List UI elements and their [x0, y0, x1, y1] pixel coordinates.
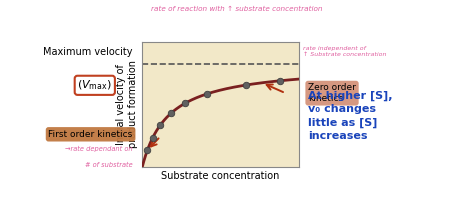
- Text: At higher [S],
v₀ changes
little as [S]
increases: At higher [S], v₀ changes little as [S] …: [308, 91, 392, 141]
- Point: [167, 112, 174, 115]
- Text: Zero order
kinetics: Zero order kinetics: [308, 83, 356, 103]
- Text: # of substrate: # of substrate: [85, 162, 133, 168]
- Text: First order kinetics: First order kinetics: [48, 130, 133, 139]
- Point: [276, 79, 284, 82]
- Text: rate of reaction with ↑ substrate concentration: rate of reaction with ↑ substrate concen…: [151, 6, 323, 12]
- Y-axis label: Initial velocity of
product formation: Initial velocity of product formation: [117, 60, 138, 149]
- Point: [203, 92, 211, 96]
- Point: [149, 136, 156, 139]
- Text: ($V_{\mathrm{max}}$): ($V_{\mathrm{max}}$): [77, 79, 112, 92]
- Text: →rate dependant on: →rate dependant on: [65, 145, 133, 152]
- Text: Maximum velocity: Maximum velocity: [43, 47, 133, 57]
- Point: [144, 148, 151, 152]
- Point: [181, 102, 189, 105]
- X-axis label: Substrate concentration: Substrate concentration: [161, 171, 280, 181]
- Point: [156, 123, 164, 126]
- Point: [243, 83, 250, 87]
- Text: rate independent of
↑ Substrate concentration: rate independent of ↑ Substrate concentr…: [303, 46, 387, 57]
